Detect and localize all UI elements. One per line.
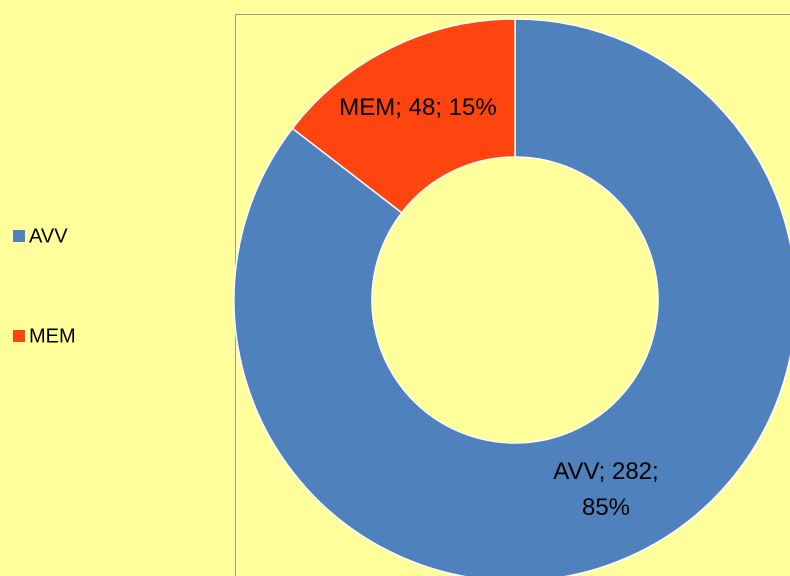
legend-swatch bbox=[13, 330, 25, 342]
legend-label: MEM bbox=[29, 325, 76, 347]
donut-segment bbox=[291, 18, 516, 214]
data-label: MEM; 48; 15% bbox=[339, 94, 497, 121]
legend-swatch bbox=[13, 230, 25, 242]
donut-segment bbox=[233, 18, 790, 576]
legend-label: AVV bbox=[29, 225, 68, 247]
donut-hole bbox=[372, 157, 658, 443]
data-label: AVV; 282; 85% bbox=[553, 458, 659, 521]
